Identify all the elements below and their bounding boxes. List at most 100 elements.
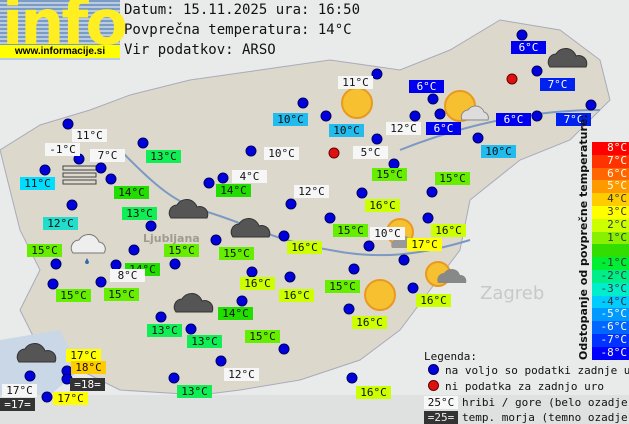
station-dot[interactable] (324, 212, 336, 224)
station-temperature[interactable]: 15°C (325, 280, 360, 293)
station-temperature[interactable]: 6°C (409, 80, 444, 93)
station-temperature[interactable]: 10°C (481, 145, 516, 158)
station-dot[interactable] (41, 391, 53, 403)
station-dot[interactable] (185, 323, 197, 335)
station-temperature[interactable]: 16°C (365, 199, 400, 212)
station-temperature[interactable]: 13°C (122, 207, 157, 220)
logo[interactable]: info www.informacije.si (0, 0, 128, 60)
station-dot[interactable] (47, 278, 59, 290)
site-url[interactable]: www.informacije.si (0, 45, 120, 58)
station-temperature[interactable]: 16°C (279, 289, 314, 302)
station-temperature[interactable]: 10°C (329, 124, 364, 137)
station-temperature[interactable]: 15°C (164, 244, 199, 257)
station-dot[interactable] (371, 133, 383, 145)
station-dot[interactable] (426, 186, 438, 198)
station-dot[interactable] (407, 282, 419, 294)
station-temperature[interactable]: 16°C (352, 316, 387, 329)
station-dot[interactable] (516, 29, 528, 41)
station-dot[interactable] (531, 65, 543, 77)
station-dot[interactable] (24, 370, 36, 382)
station-temperature[interactable]: 17°C (2, 384, 37, 397)
station-dot[interactable] (472, 132, 484, 144)
station-dot[interactable] (356, 187, 368, 199)
station-dot[interactable] (95, 162, 107, 174)
station-dot[interactable] (371, 68, 383, 80)
station-dot[interactable] (427, 93, 439, 105)
station-temperature[interactable]: 15°C (333, 224, 368, 237)
station-temperature[interactable]: 16°C (240, 277, 275, 290)
station-temperature[interactable]: 15°C (245, 330, 280, 343)
station-temperature[interactable]: 14°C (218, 307, 253, 320)
station-temperature[interactable]: 17°C (66, 349, 101, 362)
station-dot[interactable] (363, 240, 375, 252)
station-temperature[interactable]: 7°C (540, 78, 575, 91)
station-temperature[interactable]: 12°C (386, 122, 421, 135)
station-dot[interactable] (297, 97, 309, 109)
station-dot[interactable] (284, 271, 296, 283)
station-temperature[interactable]: 10°C (273, 113, 308, 126)
station-dot[interactable] (236, 295, 248, 307)
station-temperature[interactable]: 15°C (104, 288, 139, 301)
station-dot[interactable] (62, 118, 74, 130)
station-temperature[interactable]: 15°C (219, 247, 254, 260)
station-dot[interactable] (285, 198, 297, 210)
station-temperature[interactable]: 18°C (71, 361, 106, 374)
station-temperature[interactable]: 16°C (356, 386, 391, 399)
station-dot[interactable] (278, 343, 290, 355)
station-dot[interactable] (168, 372, 180, 384)
station-temperature[interactable]: 7°C (90, 149, 125, 162)
station-dot[interactable] (145, 220, 157, 232)
station-dot[interactable] (245, 145, 257, 157)
station-temperature[interactable]: 5°C (353, 146, 388, 159)
station-dot[interactable] (246, 266, 258, 278)
station-dot-missing[interactable] (328, 147, 340, 159)
station-dot[interactable] (210, 234, 222, 246)
station-temperature[interactable]: 11°C (338, 76, 373, 89)
station-temperature[interactable]: 15°C (372, 168, 407, 181)
station-dot[interactable] (137, 137, 149, 149)
station-temperature[interactable]: 10°C (264, 147, 299, 160)
station-temperature[interactable]: 10°C (370, 227, 405, 240)
station-temperature[interactable]: 12°C (43, 217, 78, 230)
station-temperature[interactable]: 15°C (56, 289, 91, 302)
station-dot[interactable] (346, 372, 358, 384)
station-temperature[interactable]: 13°C (146, 150, 181, 163)
station-dot[interactable] (409, 110, 421, 122)
station-dot[interactable] (105, 173, 117, 185)
station-temperature[interactable]: 16°C (287, 241, 322, 254)
station-temperature[interactable]: 16°C (431, 224, 466, 237)
station-dot[interactable] (278, 230, 290, 242)
station-temperature[interactable]: 7°C (556, 113, 591, 126)
station-temperature[interactable]: 13°C (147, 324, 182, 337)
station-temperature[interactable]: 13°C (187, 335, 222, 348)
station-temperature[interactable]: 8°C (110, 269, 145, 282)
station-temperature[interactable]: 6°C (511, 41, 546, 54)
station-dot[interactable] (217, 172, 229, 184)
station-temperature[interactable]: 12°C (294, 185, 329, 198)
station-dot[interactable] (320, 110, 332, 122)
station-temperature[interactable]: -1°C (45, 143, 80, 156)
station-temperature[interactable]: 6°C (496, 113, 531, 126)
station-dot[interactable] (169, 258, 181, 270)
station-temperature[interactable]: 11°C (72, 129, 107, 142)
station-temperature[interactable]: 15°C (27, 244, 62, 257)
station-temperature[interactable]: =17= (0, 398, 35, 411)
station-temperature[interactable]: 11°C (20, 177, 55, 190)
station-temperature[interactable]: 17°C (53, 392, 88, 405)
station-dot[interactable] (203, 177, 215, 189)
station-dot[interactable] (215, 355, 227, 367)
station-dot-missing[interactable] (506, 73, 518, 85)
station-dot[interactable] (39, 164, 51, 176)
station-dot[interactable] (398, 254, 410, 266)
station-dot[interactable] (128, 244, 140, 256)
station-temperature[interactable]: 13°C (177, 385, 212, 398)
station-dot[interactable] (50, 258, 62, 270)
station-temperature[interactable]: =18= (70, 378, 105, 391)
station-dot[interactable] (155, 311, 167, 323)
station-dot[interactable] (422, 212, 434, 224)
station-temperature[interactable]: 15°C (435, 172, 470, 185)
station-dot[interactable] (531, 110, 543, 122)
station-temperature[interactable]: 4°C (232, 170, 267, 183)
station-temperature[interactable]: 12°C (224, 368, 259, 381)
station-dot[interactable] (434, 108, 446, 120)
